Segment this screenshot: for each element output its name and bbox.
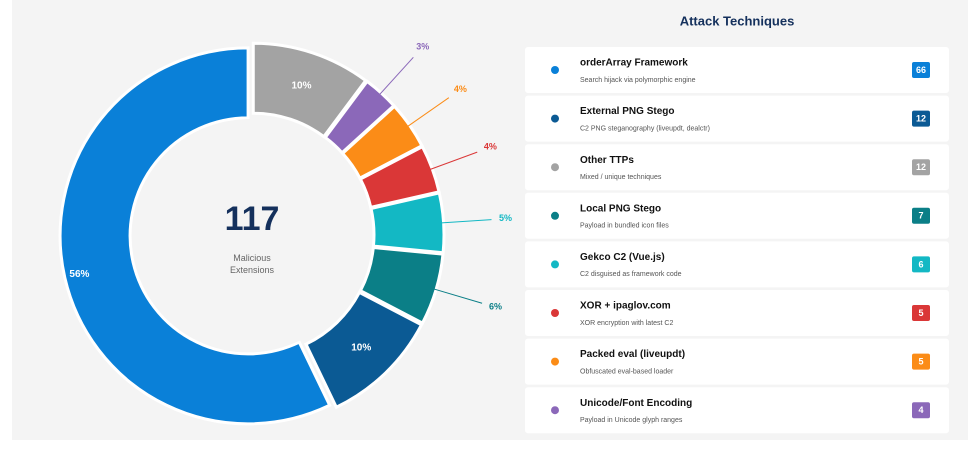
value-label: 4% [454,84,467,94]
technique-name: Unicode/Font Encoding [580,398,692,409]
count-badge [912,62,930,78]
technique-name: orderArray Framework [580,58,688,69]
leader-line [379,56,414,95]
value-label: 4% [484,142,497,152]
technique-card [525,290,949,336]
technique-dot [551,260,559,269]
technique-card [525,241,949,288]
technique-name: Other TTPs [580,155,634,166]
value-label: 10% [291,81,311,92]
technique-description: C2 disguised as framework code [580,271,682,278]
count-badge [912,402,930,419]
technique-card [525,387,949,434]
technique-name: External PNG Stego [580,106,674,117]
value-label: 5% [499,213,512,223]
technique-description: XOR encryption with latest C2 [580,320,673,327]
count-badge [912,207,930,224]
donut-segment [251,41,368,139]
technique-count: 4 [918,405,923,415]
technique-dot [551,211,559,220]
technique-count: 66 [916,65,926,75]
donut-segment [358,245,445,326]
technique-card [525,338,949,385]
technique-dot [551,309,559,317]
technique-description: Search hijack via polymorphic engine [580,77,696,84]
count-badge [912,353,930,370]
technique-count: 5 [918,356,923,366]
technique-dot [551,66,559,74]
technique-count: 12 [916,162,926,172]
technique-description: Payload in bundled icon files [580,223,669,230]
leader-line [407,97,450,127]
technique-card [525,192,949,239]
count-badge [912,305,930,321]
technique-card [525,95,949,142]
leader-line [430,151,478,170]
technique-description: Obfuscated eval-based loader [580,368,674,375]
value-label: 3% [416,41,429,51]
count-badge [912,159,930,176]
donut-segment [303,290,424,410]
count-badge [912,256,930,273]
value-label: 10% [351,342,371,353]
technique-count: 5 [918,308,923,318]
technique-name: XOR + ipaglov.com [580,301,671,312]
technique-dot [551,406,559,415]
donut-segment [58,46,332,426]
value-label: 56% [69,269,89,280]
center-value: 117 [225,200,280,238]
technique-card [525,47,949,93]
technique-name: Packed eval (liveupdt) [580,349,685,360]
technique-dot [551,357,559,366]
leader-line [434,288,483,304]
center-label: Malicious Extensions [230,253,275,275]
technique-description: Mixed / unique techniques [580,174,662,181]
technique-count: 6 [918,259,923,269]
technique-name: Local PNG Stego [580,203,661,214]
technique-dot [551,163,559,172]
count-badge [912,110,930,127]
leader-line [441,219,492,224]
technique-count: 12 [916,113,926,123]
technique-description: C2 PNG steganography (liveupdt, dealctr) [580,125,710,132]
value-label: 6% [489,302,502,312]
technique-card [525,144,949,191]
technique-description: Payload in Unicode glyph ranges [580,417,683,424]
list-title: Attack Techniques [680,13,795,28]
donut-hole [136,119,368,351]
technique-count: 7 [918,211,923,221]
technique-name: Gekco C2 (Vue.js) [580,252,665,263]
technique-dot [551,114,559,123]
